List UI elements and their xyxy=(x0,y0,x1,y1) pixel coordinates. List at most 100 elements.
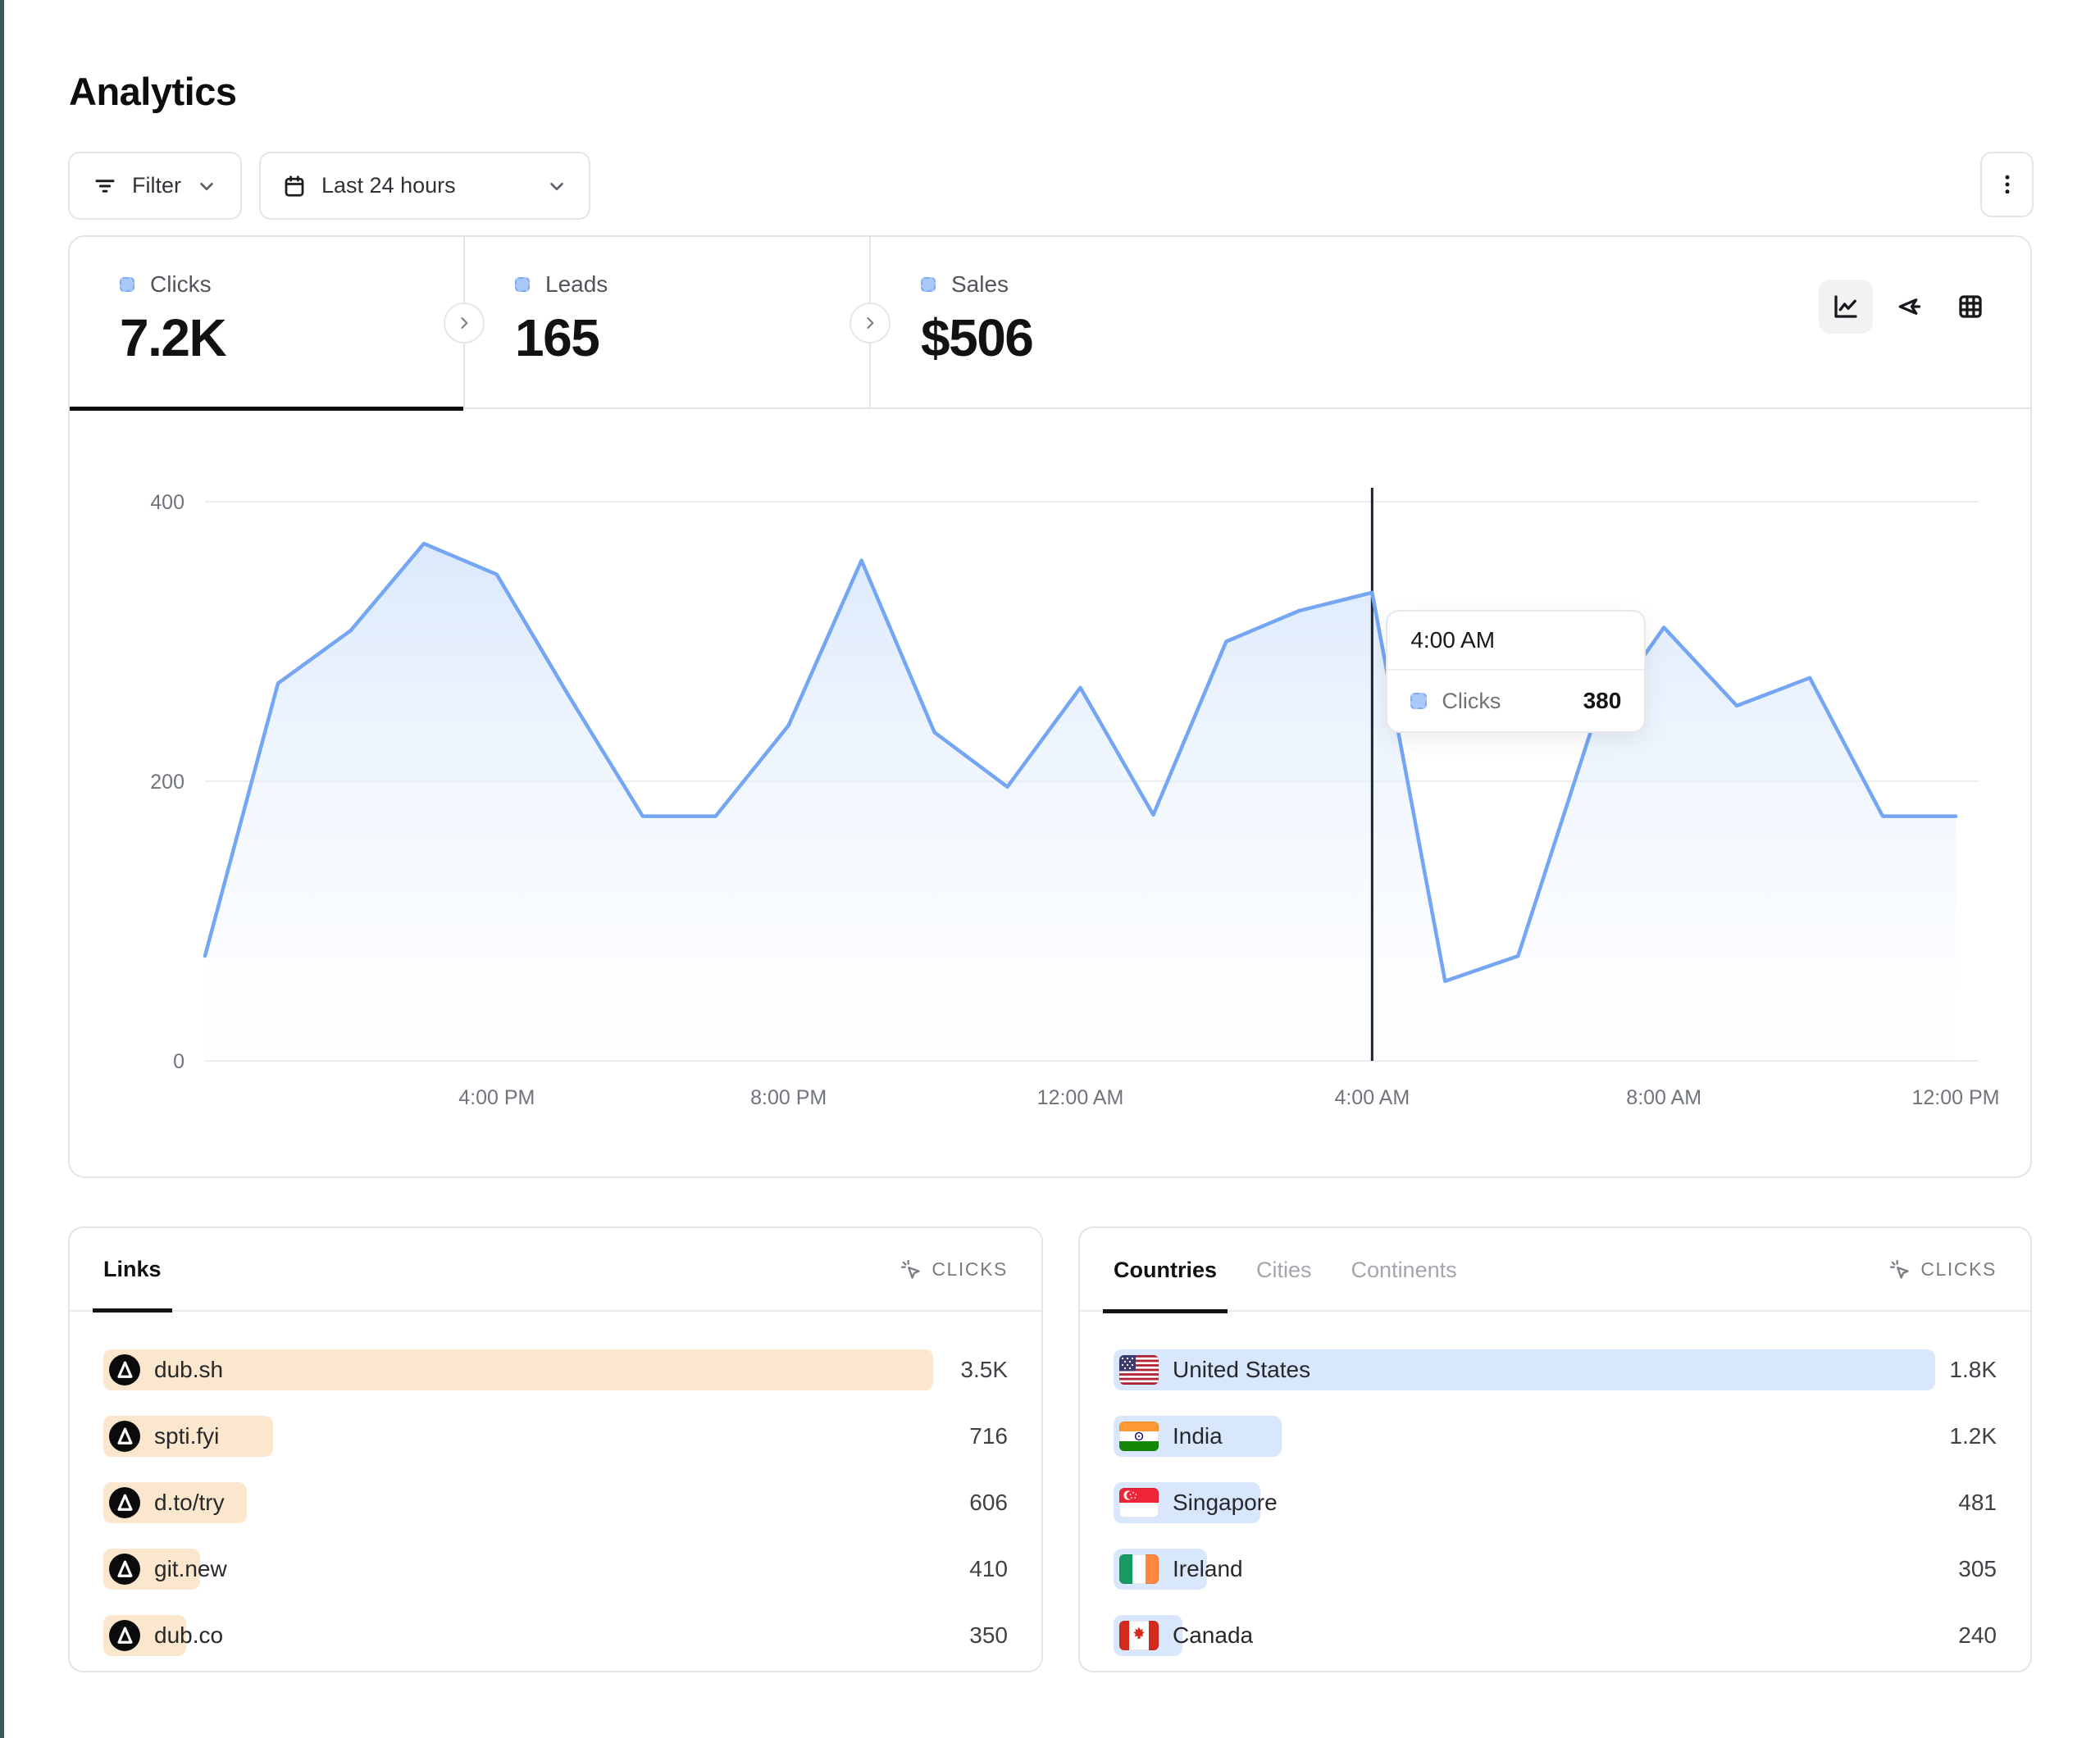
chart-tooltip: 4:00 AM Clicks 380 xyxy=(1386,610,1647,733)
window-left-edge xyxy=(0,0,4,1738)
item-value: 481 xyxy=(1958,1490,1997,1515)
date-range-label: Last 24 hours xyxy=(321,173,456,198)
links-metric-selector[interactable]: CLICKS xyxy=(899,1258,1008,1281)
tab-cities[interactable]: Cities xyxy=(1256,1257,1312,1282)
filter-label: Filter xyxy=(132,173,181,198)
ca-flag-icon xyxy=(1119,1621,1159,1650)
page-title: Analytics xyxy=(69,70,237,113)
item-value: 606 xyxy=(969,1490,1008,1515)
cursor-click-icon xyxy=(901,1259,920,1279)
area-fill xyxy=(205,544,1956,1061)
item-value: 716 xyxy=(969,1423,1008,1449)
item-label: d.to/try xyxy=(154,1490,225,1515)
list-item[interactable]: India 1.2K xyxy=(1114,1416,1997,1457)
list-item[interactable]: d.to/try 606 xyxy=(103,1482,1008,1523)
cursor-click-icon xyxy=(1890,1259,1909,1279)
item-label: Canada xyxy=(1173,1622,1254,1648)
links-metric-label: CLICKS xyxy=(932,1258,1008,1280)
list-item[interactable]: United States 1.8K xyxy=(1114,1349,1997,1390)
list-item[interactable]: Canada 240 xyxy=(1114,1615,1997,1656)
stat-label: Sales xyxy=(951,271,1009,297)
item-value: 305 xyxy=(1958,1556,1997,1581)
chevron-right-icon xyxy=(461,317,468,329)
geo-metric-selector[interactable]: CLICKS xyxy=(1888,1258,1997,1281)
x-axis-label: 4:00 AM xyxy=(1334,1086,1410,1109)
y-axis-label: 0 xyxy=(173,1050,184,1073)
ie-flag-icon xyxy=(1119,1554,1159,1584)
dub-logo-icon xyxy=(109,1354,140,1385)
stat-sales[interactable]: Sales $506 xyxy=(871,237,1277,409)
list-item[interactable]: dub.co 350 xyxy=(103,1615,1008,1656)
tooltip-series-dot-icon xyxy=(1410,693,1428,709)
tooltip-value: 380 xyxy=(1583,688,1622,713)
chart-view-toggle xyxy=(1819,280,1998,334)
list-item[interactable]: Singapore 481 xyxy=(1114,1482,1997,1523)
stat-label: Clicks xyxy=(150,271,212,297)
dub-logo-icon xyxy=(109,1554,140,1585)
expand-leads-button[interactable] xyxy=(850,303,891,344)
list-item[interactable]: dub.sh 3.5K xyxy=(103,1349,1008,1390)
value-bar xyxy=(1114,1349,1935,1390)
stat-value: $506 xyxy=(921,308,1034,367)
list-item[interactable]: git.new 410 xyxy=(103,1549,1008,1590)
item-label: India xyxy=(1173,1423,1223,1449)
item-label: spti.fyi xyxy=(154,1423,220,1449)
item-label: Ireland xyxy=(1173,1556,1243,1581)
stat-clicks[interactable]: Clicks 7.2K xyxy=(70,237,465,411)
item-value: 350 xyxy=(969,1622,1008,1648)
geo-metric-label: CLICKS xyxy=(1920,1258,1997,1280)
y-axis-label: 200 xyxy=(150,771,184,794)
x-axis-label: 8:00 AM xyxy=(1626,1086,1701,1109)
calendar-icon xyxy=(285,175,304,197)
date-range-button[interactable]: Last 24 hours xyxy=(259,152,590,220)
y-axis-label: 400 xyxy=(150,491,184,514)
clicks-chart[interactable]: 0 200 400 4:00 PM 8:00 PM 12:00 AM 4:00 AM 8:00… xyxy=(70,409,2030,1176)
tab-continents[interactable]: Continents xyxy=(1351,1257,1457,1282)
grid-icon xyxy=(1959,295,1982,318)
kebab-icon xyxy=(2005,175,2009,194)
geo-panel: Countries Cities Continents CLICKS Unite… xyxy=(1078,1226,2032,1672)
analytics-card: Clicks 7.2K Leads 165 Sales $506 xyxy=(68,235,2032,1178)
chevron-down-icon xyxy=(200,182,213,190)
tooltip-series-label: Clicks xyxy=(1442,688,1501,713)
filter-button[interactable]: Filter xyxy=(68,152,242,220)
in-flag-icon xyxy=(1119,1422,1159,1451)
clicks-line xyxy=(203,541,1958,984)
chevron-right-icon xyxy=(867,317,874,329)
tab-links[interactable]: Links xyxy=(93,1227,171,1313)
stat-leads[interactable]: Leads 165 xyxy=(465,237,871,409)
item-value: 410 xyxy=(969,1556,1008,1581)
item-label: dub.sh xyxy=(154,1357,224,1382)
x-axis-label: 12:00 AM xyxy=(1037,1086,1124,1109)
stat-value: 7.2K xyxy=(120,308,227,367)
more-options-button[interactable] xyxy=(1980,152,2034,217)
filter-icon xyxy=(95,179,115,193)
tooltip-time: 4:00 AM xyxy=(1387,612,1645,671)
item-value: 1.2K xyxy=(1949,1423,1997,1449)
item-value: 3.5K xyxy=(960,1357,1008,1382)
dub-logo-icon xyxy=(109,1487,140,1518)
x-axis-label: 4:00 PM xyxy=(458,1086,535,1109)
item-label: git.new xyxy=(154,1556,227,1581)
item-label: Singapore xyxy=(1173,1490,1278,1515)
item-value: 240 xyxy=(1958,1622,1997,1648)
line-chart-icon xyxy=(1834,295,1857,318)
stats-row: Clicks 7.2K Leads 165 Sales $506 xyxy=(70,237,2030,411)
x-axis-label: 8:00 PM xyxy=(750,1086,827,1109)
list-item[interactable]: Ireland 305 xyxy=(1114,1549,1997,1590)
clicks-dot-icon xyxy=(120,277,134,292)
leads-dot-icon xyxy=(515,277,530,292)
chevron-down-icon xyxy=(550,182,563,190)
tab-countries[interactable]: Countries xyxy=(1102,1228,1228,1313)
list-item[interactable]: spti.fyi 716 xyxy=(103,1416,1008,1457)
dub-logo-icon xyxy=(109,1421,140,1452)
x-axis-label: 12:00 PM xyxy=(1911,1086,1999,1109)
value-bar xyxy=(103,1349,933,1390)
grid-view-button[interactable] xyxy=(1943,280,1998,334)
line-chart-view-button[interactable] xyxy=(1819,280,1873,334)
dub-logo-icon xyxy=(109,1620,140,1651)
funnel-view-button[interactable] xyxy=(1881,280,1935,334)
sg-flag-icon xyxy=(1119,1488,1159,1517)
expand-clicks-button[interactable] xyxy=(444,303,485,344)
item-label: United States xyxy=(1173,1357,1311,1382)
